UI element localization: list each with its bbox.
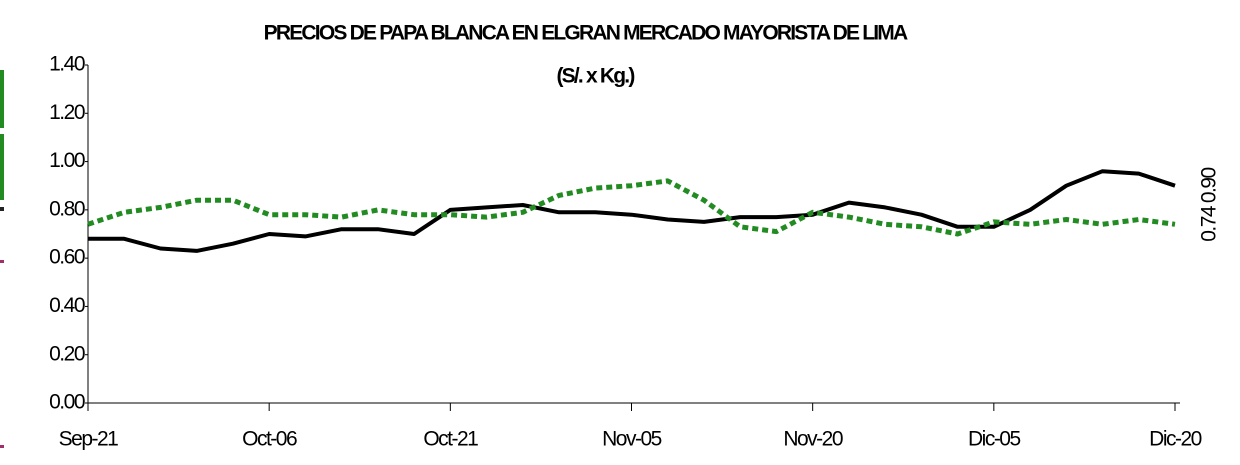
legend-fragment — [0, 207, 4, 211]
y-tick-label: 0.20 — [49, 342, 85, 365]
legend-fragment — [0, 70, 4, 128]
y-tick-label: 1.20 — [49, 101, 85, 124]
y-tick-label: 0.00 — [49, 391, 85, 414]
end-label: 0.74 — [1198, 205, 1221, 242]
chart-title: PRECIOS DE PAPA BLANCA EN ELGRAN MERCADO… — [264, 22, 908, 45]
x-tick-label: Dic-05 — [968, 428, 1021, 451]
chart-subtitle: (S/. x Kg.) — [556, 65, 634, 88]
x-tick-label: Nov-05 — [602, 428, 662, 451]
end-label: 0.90 — [1198, 167, 1221, 203]
legend-fragment — [0, 260, 4, 263]
legend-fragment — [0, 445, 4, 448]
y-tick-label: 1.00 — [49, 149, 85, 172]
x-tick-label: Dic-20 — [1149, 428, 1202, 451]
y-tick-label: 0.60 — [49, 246, 85, 269]
y-tick-label: 0.80 — [49, 197, 85, 220]
x-tick-label: Oct-06 — [242, 428, 297, 451]
series-line — [87, 178, 1176, 237]
y-tick-label: 1.40 — [49, 53, 85, 76]
series-line — [88, 169, 1176, 253]
y-tick-label: 0.40 — [49, 294, 85, 317]
legend-fragment — [0, 134, 4, 200]
x-tick-label: Oct-21 — [423, 428, 478, 451]
x-tick-label: Nov-20 — [783, 428, 843, 451]
x-tick-label: Sep-21 — [59, 428, 119, 451]
